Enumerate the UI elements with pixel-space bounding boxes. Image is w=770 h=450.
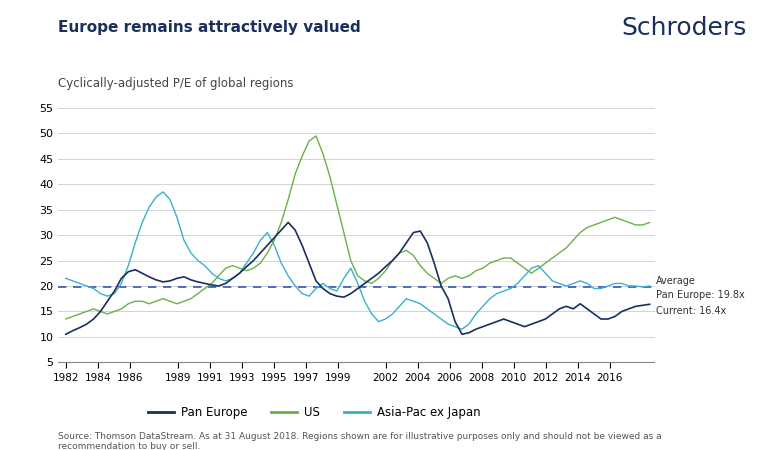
Text: Schroders: Schroders: [621, 16, 747, 40]
Text: Cyclically-adjusted P/E of global regions: Cyclically-adjusted P/E of global region…: [58, 76, 293, 90]
Text: Current: 16.4x: Current: 16.4x: [656, 306, 726, 316]
Text: Source: Thomson DataStream. As at 31 August 2018. Regions shown are for illustra: Source: Thomson DataStream. As at 31 Aug…: [58, 432, 661, 450]
Text: Average: Average: [656, 276, 696, 286]
Legend: Pan Europe, US, Asia-Pac ex Japan: Pan Europe, US, Asia-Pac ex Japan: [143, 401, 485, 423]
Text: Pan Europe: 19.8x: Pan Europe: 19.8x: [656, 289, 745, 300]
Text: Europe remains attractively valued: Europe remains attractively valued: [58, 20, 360, 35]
